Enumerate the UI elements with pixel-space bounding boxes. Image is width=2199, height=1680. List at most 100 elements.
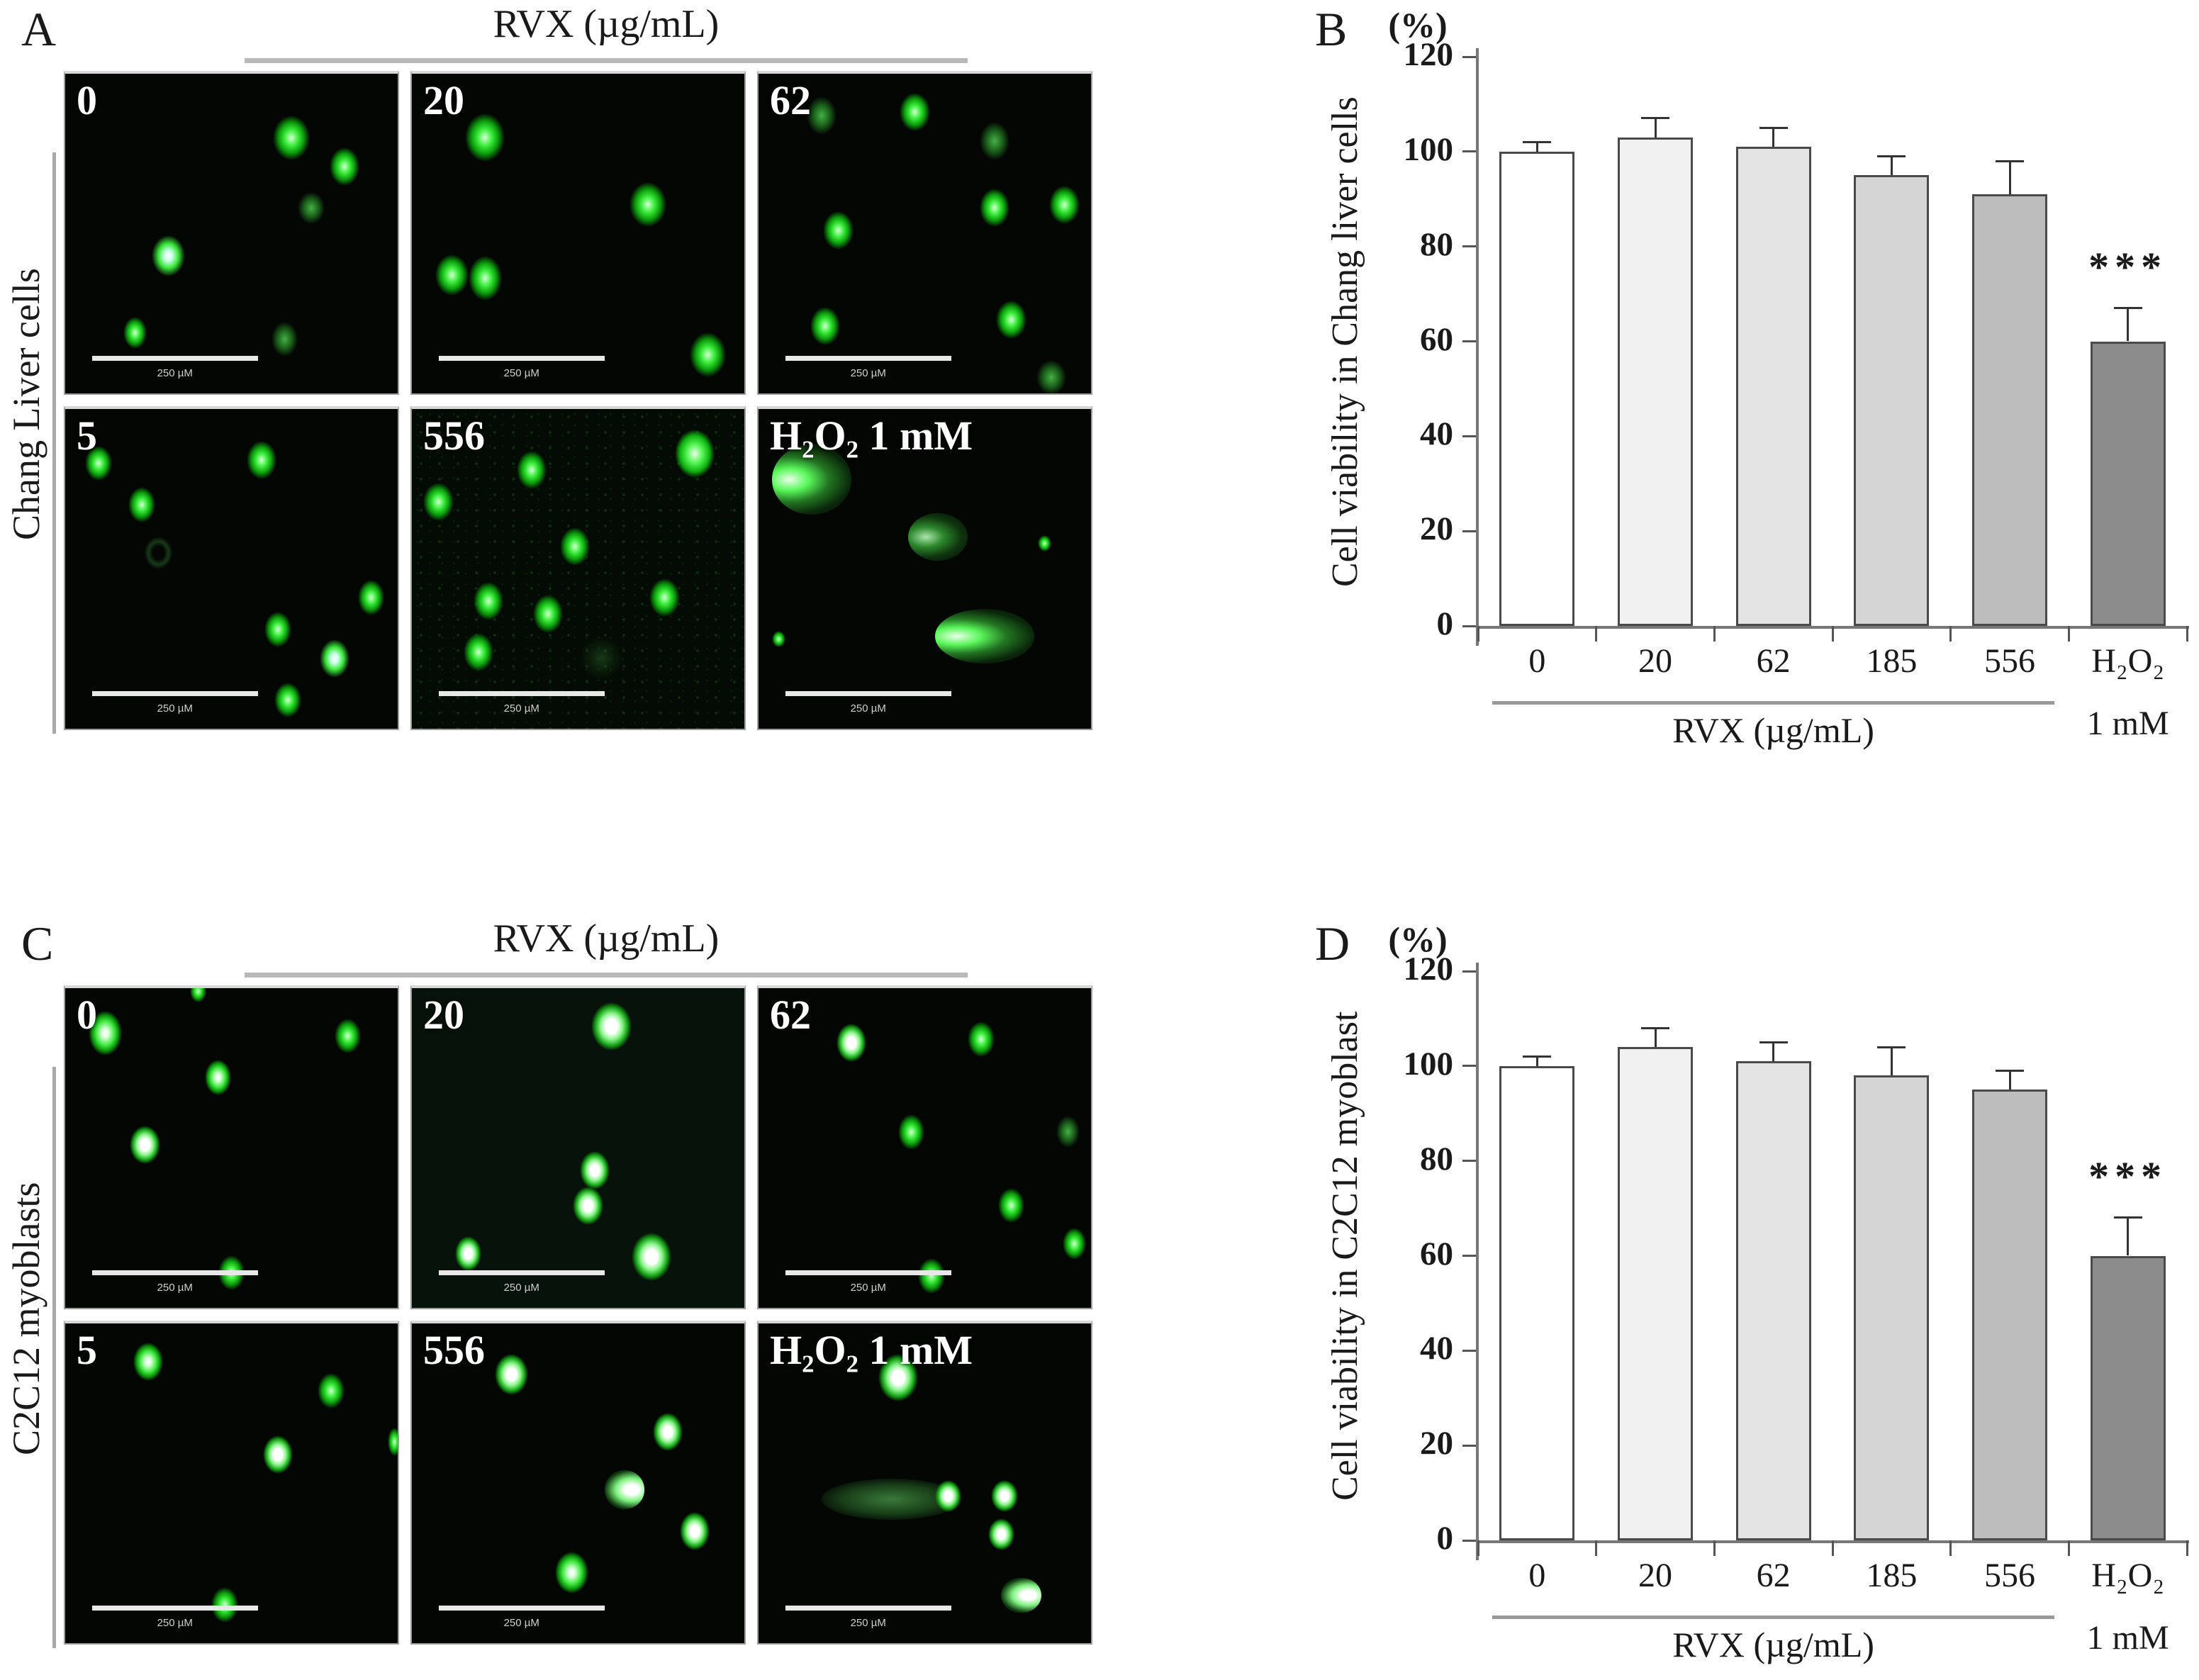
scale-bar-label: 250 µM xyxy=(503,367,539,379)
cell-blob xyxy=(141,533,175,572)
cell-blob xyxy=(204,1060,232,1096)
cell-blob xyxy=(579,636,623,681)
y-tick xyxy=(1462,970,1477,973)
cell-blob xyxy=(630,182,666,228)
panel-letter: A xyxy=(21,2,57,56)
cell-blob xyxy=(85,445,112,481)
cell-blob xyxy=(189,988,207,1003)
side-label: Chang Liver cells xyxy=(5,268,47,540)
cell-blob xyxy=(653,1413,683,1452)
cell-blob xyxy=(979,121,1010,160)
cell-blob xyxy=(605,1470,645,1509)
cell-blob xyxy=(1001,1577,1041,1613)
x-tick xyxy=(1831,626,1834,642)
tile: 20 250 µM xyxy=(410,71,746,395)
scale-bar-label: 250 µM xyxy=(503,1617,539,1629)
y-tick xyxy=(1462,530,1477,532)
cell-blob xyxy=(88,1010,122,1055)
cell-blob xyxy=(579,1151,610,1190)
error-bar xyxy=(1772,1042,1775,1062)
cell-blob xyxy=(468,256,502,301)
y-axis-title: Cell viability in Chang liver cells xyxy=(1325,96,1365,587)
tile: 20 250 µM xyxy=(410,985,746,1309)
cell-blob xyxy=(631,1233,671,1281)
tile: 62 250 µM xyxy=(757,71,1092,395)
x-category-label: 556 xyxy=(1983,642,2035,680)
panel-c: C RVX (µg/mL) C2C12 myoblasts 0 250 µM 20 2… xyxy=(0,914,1205,1680)
y-tick-label: 0 xyxy=(1436,1520,1454,1557)
cell-blob xyxy=(807,96,837,135)
bar xyxy=(1499,151,1575,626)
tile-label: 62 xyxy=(770,992,811,1038)
cell-blob xyxy=(151,235,185,277)
error-bar xyxy=(2008,161,2011,195)
x-category-label: 0 xyxy=(1528,1557,1546,1594)
cell-blob xyxy=(559,527,590,566)
cell-blob xyxy=(298,191,325,224)
cell-blob xyxy=(263,1435,293,1474)
x-group-label: RVX (µg/mL) xyxy=(1672,1625,1874,1664)
cell-blob xyxy=(1056,1116,1080,1148)
tile-label: 0 xyxy=(77,77,97,123)
cell-blob xyxy=(979,189,1010,228)
error-bar xyxy=(1535,1056,1538,1066)
scale-bar xyxy=(438,1270,605,1275)
error-bar xyxy=(1772,128,1775,147)
x-category-label: 185 xyxy=(1866,1557,1918,1594)
error-bar xyxy=(2127,308,2130,342)
bar xyxy=(2090,341,2166,626)
y-tick xyxy=(1462,340,1477,342)
error-bar xyxy=(1523,1055,1552,1058)
cell-blob xyxy=(991,1479,1018,1513)
cell-blob xyxy=(271,321,298,357)
x-category-line2: 1 mM xyxy=(2086,705,2169,742)
scale-bar-label: 250 µM xyxy=(157,1282,193,1294)
cell-blob xyxy=(463,632,493,671)
y-tick-label: 80 xyxy=(1420,1140,1453,1177)
cell-blob xyxy=(810,307,840,346)
error-bar xyxy=(1759,1041,1788,1043)
cell-blob xyxy=(533,594,564,633)
tile: 0 250 µM xyxy=(64,985,399,1309)
side-label: C2C12 myoblasts xyxy=(5,1182,47,1455)
x-tick xyxy=(1477,1540,1479,1556)
y-axis xyxy=(1476,963,1479,1560)
x-group-underline xyxy=(1492,1615,2055,1619)
x-tick xyxy=(1831,1540,1834,1556)
cell-blob xyxy=(264,612,291,647)
x-category-label: 62 xyxy=(1756,1557,1791,1594)
scale-bar-label: 250 µM xyxy=(850,702,886,715)
bar xyxy=(1735,147,1811,626)
scale-bar-label: 250 µM xyxy=(157,702,193,715)
tile: 556 250 µM xyxy=(410,406,746,730)
error-bar xyxy=(1535,142,1538,152)
scale-bar-label: 250 µM xyxy=(157,367,193,379)
tile-label: 62 xyxy=(770,77,811,123)
cell-blob xyxy=(674,430,715,478)
error-bar xyxy=(1654,1028,1657,1048)
bar xyxy=(1618,1047,1693,1540)
y-tick-label: 60 xyxy=(1420,320,1453,358)
x-category-label: H₂O₂ xyxy=(2091,1557,2165,1594)
tile-label: 556 xyxy=(423,413,485,459)
cell-blob xyxy=(823,211,854,250)
y-tick xyxy=(1462,55,1477,58)
y-tick-label: 20 xyxy=(1420,510,1453,548)
rvx-header: RVX (µg/mL) xyxy=(493,2,720,46)
y-tick xyxy=(1462,150,1477,153)
x-tick xyxy=(2186,626,2188,642)
tile: H₂O₂ 1 mM 250 µM xyxy=(757,1321,1092,1645)
cell-blob xyxy=(897,1114,925,1150)
scale-bar-label: 250 µM xyxy=(503,702,539,715)
x-category-label: 556 xyxy=(1983,1557,2035,1594)
x-tick xyxy=(1595,1540,1598,1556)
scale-bar xyxy=(785,1270,952,1275)
cell-blob xyxy=(771,444,852,515)
cell-blob xyxy=(1049,185,1080,224)
x-tick xyxy=(1477,626,1479,642)
cell-blob xyxy=(130,1125,160,1165)
bar xyxy=(1854,1075,1930,1540)
cell-blob xyxy=(211,1587,238,1623)
error-bar xyxy=(1759,126,1788,129)
rvx-underline xyxy=(245,58,968,63)
